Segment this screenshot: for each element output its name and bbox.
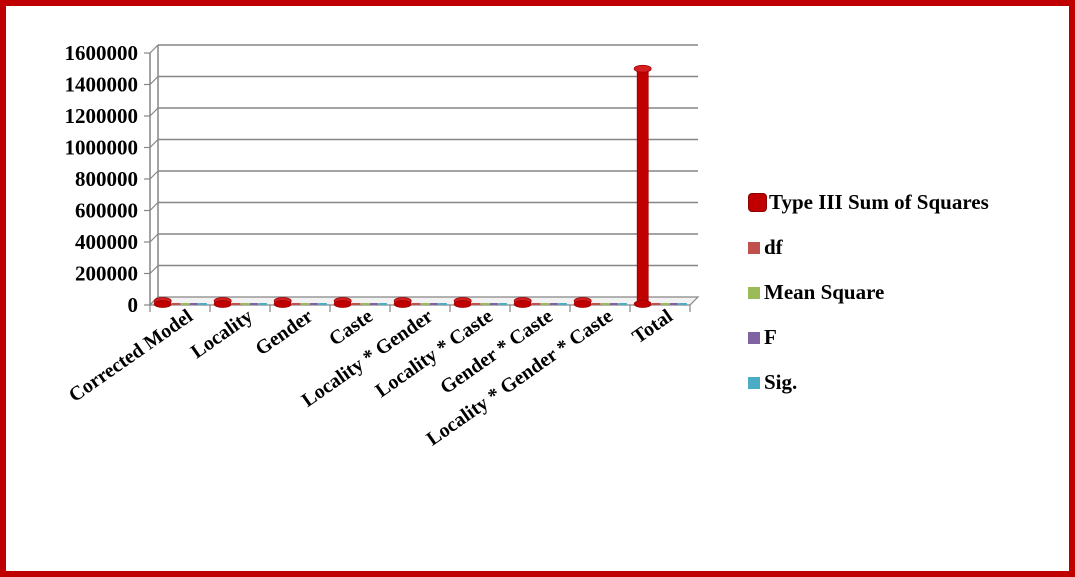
bar-df — [412, 303, 421, 305]
bar-mean-square — [240, 303, 250, 305]
bar-base — [153, 300, 172, 308]
legend-swatch — [748, 286, 760, 299]
bar-df — [532, 303, 541, 305]
legend-label: df — [764, 235, 783, 259]
bar-mean-square — [180, 303, 190, 305]
bar-f — [489, 303, 499, 305]
legend-item: Mean Square — [748, 270, 989, 315]
legend-label: Mean Square — [764, 280, 885, 304]
x-tick-label: Total — [628, 305, 677, 348]
bars — [153, 64, 687, 308]
bar-mean-square — [360, 303, 370, 305]
bar-sig- — [198, 303, 207, 305]
bar-df — [232, 303, 241, 305]
bar-mean-square — [480, 303, 490, 305]
gridline-side — [149, 44, 159, 54]
legend-item: Sig. — [748, 360, 989, 405]
legend-label: F — [764, 325, 777, 349]
y-tick-label: 1400000 — [65, 73, 139, 97]
legend-item: F — [748, 315, 989, 360]
bar-sig- — [678, 303, 687, 305]
bar-type-iii-sum-of-squares — [636, 68, 649, 306]
y-tick-label: 0 — [128, 293, 139, 317]
bar-df — [352, 303, 361, 305]
bar-f — [249, 303, 259, 305]
bar-base — [273, 300, 292, 308]
gridline-side — [149, 170, 159, 180]
gridline-side — [149, 265, 159, 274]
bar-df — [172, 303, 181, 305]
bar-df — [292, 303, 301, 305]
gridline-side — [149, 76, 159, 85]
bar-mean-square — [420, 303, 430, 305]
legend-label: Type III Sum of Squares — [769, 190, 989, 214]
bar-sig- — [498, 303, 507, 305]
bar-f — [189, 303, 199, 305]
gridlines — [149, 44, 698, 274]
y-tick-label: 1000000 — [65, 136, 139, 160]
gridline-side — [149, 107, 159, 117]
bar-base — [453, 300, 472, 308]
y-tick-label: 600000 — [75, 199, 138, 223]
legend-item: Type III Sum of Squares — [748, 180, 989, 225]
bar-mean-square — [540, 303, 550, 305]
bar-base — [333, 300, 352, 308]
bar-f — [309, 303, 319, 305]
bar-df — [472, 303, 481, 305]
bar-sig- — [378, 303, 387, 305]
x-tick-label: Corrected Model — [65, 305, 197, 407]
legend-swatch — [748, 331, 760, 344]
bar-base — [573, 300, 592, 308]
legend-label: Sig. — [764, 370, 798, 394]
legend-swatch — [748, 193, 767, 212]
bar-f — [429, 303, 439, 305]
bar-f — [669, 303, 679, 305]
bar-mean-square — [660, 303, 670, 305]
bar-base — [213, 300, 232, 308]
legend-swatch — [748, 376, 760, 389]
y-tick-label: 1600000 — [65, 41, 139, 65]
bar-f — [609, 303, 619, 305]
gridline-side — [149, 139, 159, 148]
x-tick-label: Gender — [251, 305, 317, 360]
x-tick-label: Locality — [187, 305, 257, 363]
y-tick-label: 400000 — [75, 230, 138, 254]
legend: Type III Sum of Squares df Mean Square F Sig… — [748, 180, 989, 405]
bar-base — [633, 300, 652, 308]
y-axis-ticks: 0 200000 400000 600000 800000 1000000 1200000 1… — [65, 41, 150, 317]
bar-sig- — [438, 303, 447, 305]
bar-sig- — [258, 303, 267, 305]
y-tick-label: 800000 — [75, 167, 138, 191]
legend-item: df — [748, 225, 989, 270]
bar-base — [513, 300, 532, 308]
bar-df — [652, 303, 661, 305]
bar-sig- — [558, 303, 567, 305]
bar-f — [369, 303, 379, 305]
bar-f — [549, 303, 559, 305]
gridline-side — [149, 202, 159, 211]
y-tick-label: 200000 — [75, 262, 138, 286]
bar-sig- — [618, 303, 627, 305]
legend-swatch — [748, 241, 760, 254]
bar-sig- — [318, 303, 327, 305]
y-tick-label: 1200000 — [65, 104, 139, 128]
bar-top — [633, 64, 652, 73]
bar-df — [592, 303, 601, 305]
gridline-side — [149, 233, 159, 243]
bar-mean-square — [300, 303, 310, 305]
bar-base — [393, 300, 412, 308]
bar-mean-square — [600, 303, 610, 305]
